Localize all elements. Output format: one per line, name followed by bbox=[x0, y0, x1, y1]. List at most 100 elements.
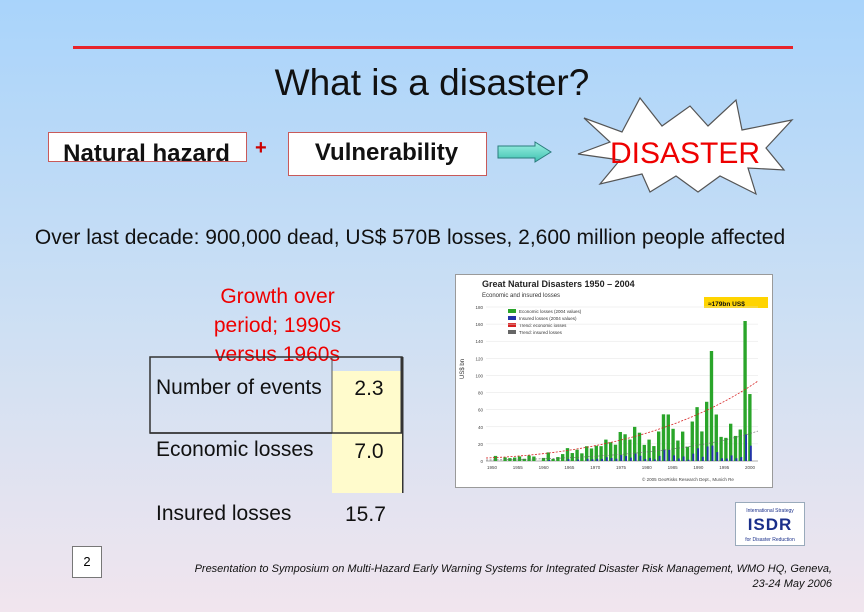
chart-legend-label: Trend: economic losses bbox=[519, 323, 567, 328]
chart-bar-economic bbox=[522, 458, 526, 461]
chart-x-tick: 1950 bbox=[487, 465, 498, 470]
chart-x-tick: 1985 bbox=[668, 465, 679, 470]
chart-bar-insured bbox=[735, 458, 738, 461]
chart-bars bbox=[485, 321, 759, 461]
chart-bar-insured bbox=[740, 457, 743, 461]
chart-bar-insured bbox=[677, 458, 680, 461]
logo-line-1: International Strategy bbox=[746, 508, 794, 514]
vulnerability-box bbox=[288, 132, 487, 176]
chart-legend-label: Trend: insured losses bbox=[519, 330, 563, 335]
chart-bar-economic bbox=[719, 436, 723, 461]
chart-bar-economic bbox=[657, 431, 661, 461]
chart-bar-insured bbox=[605, 457, 608, 461]
chart-bar-insured bbox=[610, 458, 613, 461]
plus-sign: + bbox=[255, 137, 267, 159]
chart-y-tick: 160 bbox=[475, 322, 483, 327]
chart-legend-swatch bbox=[508, 330, 516, 334]
chart-bar-economic bbox=[594, 445, 598, 461]
vulnerability-label: Vulnerability bbox=[314, 139, 459, 166]
chart-bar-economic bbox=[652, 446, 656, 461]
arrow-right-icon bbox=[497, 141, 552, 163]
chart-bar-economic bbox=[628, 439, 632, 461]
chart-bar-insured bbox=[548, 459, 551, 461]
chart-bar-economic bbox=[724, 437, 728, 461]
chart-trend-economic bbox=[485, 380, 759, 459]
chart-bar-insured bbox=[701, 456, 704, 461]
chart-bar-economic bbox=[729, 423, 733, 461]
logo-letters: ISDR bbox=[748, 515, 793, 534]
chart-y-tick: 140 bbox=[475, 339, 483, 344]
slide-title: What is a disaster? bbox=[274, 62, 590, 103]
table-row-value: 2.3 bbox=[354, 377, 384, 400]
chart-bar-insured bbox=[634, 453, 637, 461]
table-row-label: Number of events bbox=[156, 376, 322, 399]
chart-bar-economic bbox=[623, 434, 627, 461]
chart-y-tick: 100 bbox=[475, 373, 483, 378]
chart-bar-economic bbox=[685, 446, 690, 461]
chart-bar-economic bbox=[570, 453, 574, 461]
chart-y-tick: 120 bbox=[475, 356, 483, 361]
chart-bar-economic bbox=[604, 439, 608, 461]
chart-bar-economic bbox=[556, 457, 560, 461]
chart-bar-economic bbox=[585, 446, 589, 461]
table-row-label: Economic losses bbox=[156, 438, 314, 461]
chart-bar-insured bbox=[745, 434, 747, 461]
chart-ylabel: US$ bn bbox=[460, 359, 466, 379]
chart-bar-economic bbox=[618, 431, 622, 461]
chart-bar-insured bbox=[725, 458, 728, 461]
chart-bar-insured bbox=[653, 459, 656, 461]
chart-bar-economic bbox=[690, 421, 694, 461]
chart-bar-insured bbox=[673, 455, 675, 461]
chart-x-tick: 1975 bbox=[616, 465, 627, 470]
disaster-label: DISASTER bbox=[609, 137, 761, 170]
chart-x-tick: 1990 bbox=[693, 465, 704, 470]
chart-bar-insured bbox=[639, 455, 642, 461]
chart-legend-label: Economic losses (2004 values) bbox=[519, 309, 582, 314]
chart-x-tick: 1960 bbox=[539, 465, 550, 470]
chart-bar-economic bbox=[671, 428, 675, 461]
chart-bar-insured bbox=[577, 459, 579, 461]
chart-bar-economic bbox=[705, 401, 709, 461]
chart-bar-insured bbox=[682, 456, 685, 461]
chart-bar-insured bbox=[644, 459, 647, 461]
chart-bar-economic bbox=[700, 431, 704, 461]
chart-bar-insured bbox=[567, 459, 570, 461]
chart-bar-insured bbox=[596, 458, 599, 461]
chart-bar-economic bbox=[666, 414, 670, 461]
chart-bar-economic bbox=[546, 452, 550, 461]
chart-bar-economic bbox=[633, 426, 637, 461]
chart-bar-economic bbox=[642, 444, 646, 461]
chart-bar-insured bbox=[615, 458, 618, 461]
chart-bar-insured bbox=[716, 452, 719, 461]
chart-trend-insured bbox=[485, 430, 759, 461]
table-row-label: Insured losses bbox=[156, 502, 292, 525]
chart-legend-swatch bbox=[508, 309, 516, 313]
chart-bar-economic bbox=[493, 455, 498, 461]
hazard-label: Natural hazard bbox=[63, 140, 230, 167]
chart-bar-insured bbox=[692, 453, 695, 461]
chart-subtitle: Economic and insured losses bbox=[482, 293, 560, 299]
chart-y-tick: 0 bbox=[480, 459, 483, 464]
chart-bar-economic bbox=[532, 456, 536, 461]
chart-bar-economic bbox=[681, 431, 685, 461]
chart-bar-insured bbox=[591, 459, 594, 461]
chart-bar-economic bbox=[748, 394, 752, 461]
chart-bar-economic bbox=[589, 448, 594, 461]
chart-canvas: Great Natural Disasters 1950 – 2004 Econ… bbox=[460, 279, 768, 482]
chart-x-tick: 1995 bbox=[719, 465, 730, 470]
chart-bar-insured bbox=[687, 459, 690, 461]
chart-bar-economic bbox=[551, 458, 555, 461]
chart-bar-insured bbox=[625, 455, 627, 461]
chart-bar-insured bbox=[730, 455, 733, 461]
chart-bar-economic bbox=[738, 429, 742, 461]
chart-bar-insured bbox=[649, 457, 651, 461]
footer-text: Presentation to Symposium on Multi-Hazar… bbox=[194, 563, 832, 590]
chart-bar-economic bbox=[541, 457, 546, 461]
chart-bar-economic bbox=[503, 457, 507, 461]
chart-x-tick: 1965 bbox=[564, 465, 575, 470]
chart-bar-economic bbox=[613, 444, 618, 461]
chart-bar-insured bbox=[663, 449, 666, 461]
chart-bar-economic bbox=[561, 454, 565, 461]
chart-bar-economic bbox=[517, 456, 522, 461]
chart-x-tick: 1980 bbox=[642, 465, 653, 470]
